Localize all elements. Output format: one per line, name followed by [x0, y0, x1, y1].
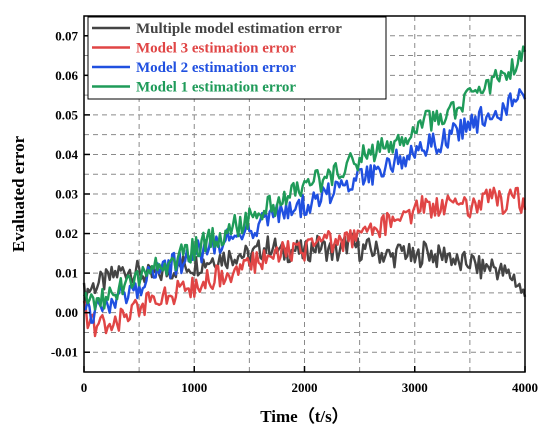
y-tick-label: -0.01 [51, 345, 78, 360]
y-tick-label: 0.01 [55, 266, 78, 281]
y-axis-title: Evaluated error [9, 135, 28, 252]
y-tick-label: 0.04 [55, 147, 78, 162]
y-tick-label: 0.03 [55, 187, 78, 202]
x-axis-title: Time（t/s） [260, 406, 348, 426]
legend-label: Model 1 estimation error [136, 80, 296, 96]
legend: Multiple model estimation error Model 3 e… [87, 16, 387, 100]
x-tick-label: 0 [81, 380, 88, 395]
y-tick-label: 0.02 [55, 226, 78, 241]
series-group [82, 45, 527, 338]
legend-box [87, 16, 387, 100]
x-tick-label: 2000 [292, 380, 318, 395]
series-line-4 [82, 45, 527, 311]
x-tick-label: 1000 [181, 380, 207, 395]
y-tick-label: 0.06 [55, 68, 78, 83]
legend-label: Model 2 estimation error [136, 60, 296, 76]
series-line-2 [82, 186, 527, 338]
y-tick-label: 0.07 [55, 28, 78, 43]
x-tick-label: 4000 [512, 380, 538, 395]
y-tick-label: 0.05 [55, 107, 78, 122]
x-tick-label: 3000 [402, 380, 428, 395]
ticks: 0 1000 2000 3000 4000 -0.01 0.00 0.01 0.02 0.03 0.… [51, 28, 538, 395]
legend-label: Multiple model estimation error [136, 21, 342, 37]
y-tick-label: 0.00 [55, 305, 78, 320]
legend-label: Model 3 estimation error [136, 41, 296, 57]
